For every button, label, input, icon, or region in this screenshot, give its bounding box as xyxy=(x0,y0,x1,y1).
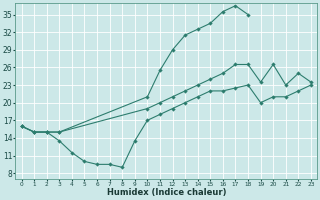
X-axis label: Humidex (Indice chaleur): Humidex (Indice chaleur) xyxy=(107,188,226,197)
